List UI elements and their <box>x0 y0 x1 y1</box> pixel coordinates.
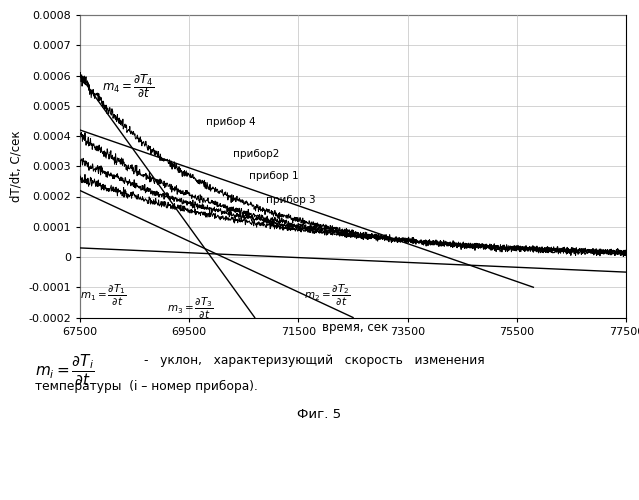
Text: прибор 1: прибор 1 <box>249 172 299 181</box>
Text: температуры  (i – номер прибора).: температуры (i – номер прибора). <box>35 380 258 393</box>
Text: $m_3 = \dfrac{\partial T_3}{\partial t}$: $m_3 = \dfrac{\partial T_3}{\partial t}$ <box>167 296 213 322</box>
Text: прибор 4: прибор 4 <box>206 118 255 128</box>
Text: -   уклон,   характеризующий   скорость   изменения: - уклон, характеризующий скорость измене… <box>144 354 484 367</box>
Text: время, сек: время, сек <box>321 321 388 334</box>
Text: прибор2: прибор2 <box>233 149 279 159</box>
Y-axis label: dT/dt, С/сек: dT/dt, С/сек <box>10 130 22 202</box>
Text: $m_i = \dfrac{\partial T_i}{\partial t}$: $m_i = \dfrac{\partial T_i}{\partial t}$ <box>35 352 95 388</box>
Text: $m_1 = \dfrac{\partial T_1}{\partial t}$: $m_1 = \dfrac{\partial T_1}{\partial t}$ <box>81 282 127 308</box>
Text: Фиг. 5: Фиг. 5 <box>297 408 342 420</box>
Text: $m_2 = \dfrac{\partial T_2}{\partial t}$: $m_2 = \dfrac{\partial T_2}{\partial t}$ <box>304 282 350 308</box>
Text: $m_4 = \dfrac{\partial T_4}{\partial t}$: $m_4 = \dfrac{\partial T_4}{\partial t}$ <box>102 72 154 100</box>
Text: прибор 3: прибор 3 <box>266 195 315 205</box>
